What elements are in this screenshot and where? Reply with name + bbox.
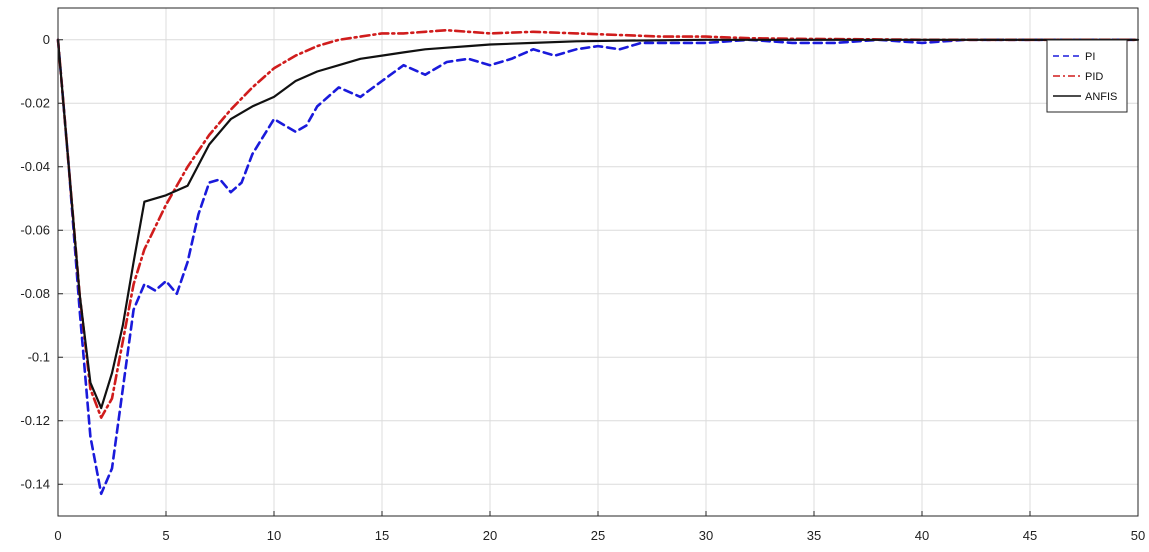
x-tick-label: 25 — [591, 528, 605, 543]
x-tick-label: 50 — [1131, 528, 1145, 543]
legend-label-pi: PI — [1085, 51, 1095, 63]
y-tick-label: -0.02 — [20, 95, 50, 110]
legend-label-anfis: ANFIS — [1085, 91, 1117, 103]
series-line-pi — [56, 38, 1140, 496]
legend-box — [1046, 39, 1128, 113]
x-tick-label: 15 — [375, 528, 389, 543]
grid — [57, 8, 1139, 516]
y-tick-label: -0.1 — [28, 349, 50, 364]
x-tick-label: 0 — [54, 528, 61, 543]
x-axis: 0 5 10 15 20 25 30 35 40 45 50 — [54, 511, 1145, 543]
x-tick-label: 20 — [483, 528, 497, 543]
series-line-anfis — [56, 38, 1140, 410]
y-tick-label: -0.12 — [20, 413, 50, 428]
y-axis: 0 -0.02 -0.04 -0.06 -0.08 -0.1 -0.12 -0.14 — [20, 32, 63, 491]
series-line-pid — [56, 28, 1140, 419]
y-tick-label: -0.06 — [20, 222, 50, 237]
series-layer — [56, 28, 1140, 496]
y-tick-label: -0.04 — [20, 159, 50, 174]
x-tick-label: 45 — [1023, 528, 1037, 543]
y-tick-label: -0.08 — [20, 286, 50, 301]
x-tick-label: 35 — [807, 528, 821, 543]
x-tick-label: 5 — [162, 528, 169, 543]
y-tick-label: 0 — [43, 32, 50, 47]
legend-label-pid: PID — [1085, 71, 1103, 83]
x-tick-label: 10 — [267, 528, 281, 543]
legend: PI PID ANFIS — [1046, 39, 1128, 113]
x-tick-label: 30 — [699, 528, 713, 543]
x-tick-label: 40 — [915, 528, 929, 543]
y-tick-label: -0.14 — [20, 476, 50, 491]
